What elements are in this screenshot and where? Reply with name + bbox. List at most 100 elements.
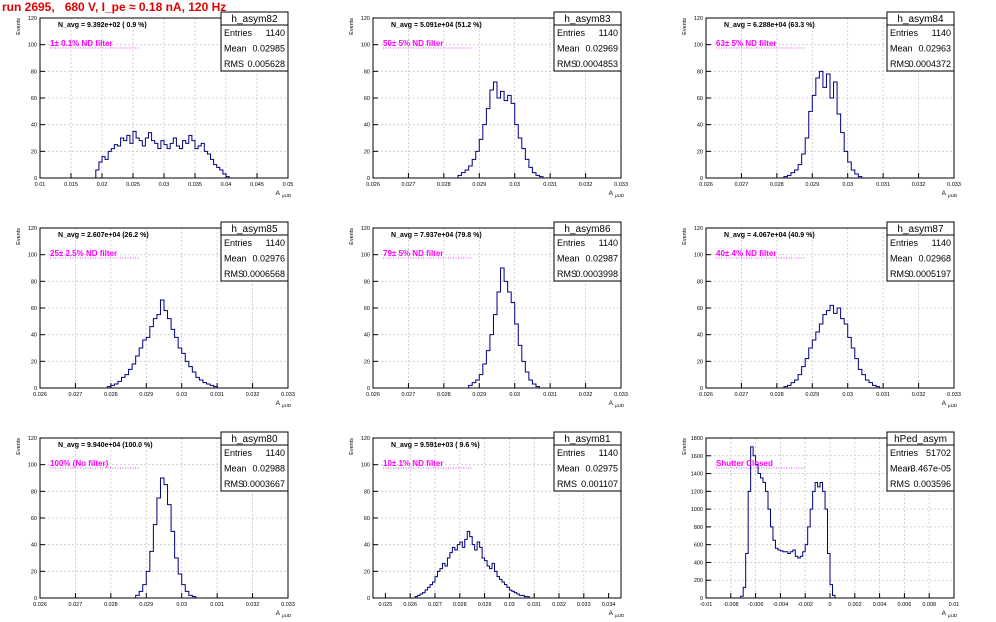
histogram-bin [450,553,452,598]
filter-annotation: 100% (No filter) [50,459,109,468]
x-tick-label: 0.031 [876,392,890,398]
x-tick-label: 0.029 [139,602,153,608]
x-tick-label: 0.033 [281,602,295,608]
histogram-bin [136,138,139,178]
x-tick-label: 0.026 [699,182,713,188]
x-tick-label: 0.032 [579,392,593,398]
stats-label: Entries [557,238,586,248]
histogram-bin [493,315,497,388]
stats-label: RMS [224,59,244,69]
stats-label: Entries [224,238,253,248]
x-axis-label: A [942,190,947,197]
histogram-bin [479,375,483,388]
x-tick-label: -0.002 [797,602,813,608]
y-tick-label: 60 [364,96,370,102]
histogram-bin [522,361,526,388]
navg-annotation: N_avg = 2.607e+04 (26.2 %) [58,232,149,239]
y-tick-label: 120 [28,436,37,442]
x-tick-label: 0.033 [947,392,961,398]
stats-box [553,221,622,282]
histogram-panel-h_asym80: 0.026 0.027 0.028 0.029 0.03 0.031 0.032 0.033 0… [16,431,295,618]
x-tick-label: 0.026 [33,602,47,608]
histogram-bin [465,539,467,598]
histogram-bin [195,149,198,178]
y-tick-label: 20 [697,359,703,365]
x-tick-label: 0.027 [735,182,749,188]
histogram-panel-hPed_asym: -0.01 -0.008 -0.006 -0.004 -0.002 0 0.002 0.004… [682,431,960,618]
histogram-bin [460,542,462,598]
stats-label: Mean [557,44,580,54]
histogram-panel-h_asym82: 0.01 0.015 0.02 0.025 0.03 0.035 0.04 0.045 0.05… [16,11,293,198]
histogram-panel-h_asym85: 0.026 0.027 0.028 0.029 0.03 0.031 0.032 0.033 0… [16,221,295,408]
x-tick-label: 0.026 [366,392,380,398]
histogram-bin [114,145,117,178]
x-axis-label-subscript: μUD [615,613,625,618]
histogram-bin [467,531,469,598]
histogram-bin [178,348,182,388]
histogram-bin [788,554,790,598]
histogram-bin [185,591,189,598]
x-tick-label: 0.032 [552,602,566,608]
histogram-bin [455,550,457,598]
stats-label: RMS [890,59,910,69]
histogram-bin [114,384,118,388]
y-tick-label: 80 [697,69,703,75]
histogram-bin [809,111,813,178]
histogram-bin [819,71,823,178]
y-axis-label: Events [16,228,22,245]
stats-label: RMS [557,269,577,279]
stats-label: RMS [224,479,244,489]
y-tick-label: 100 [28,253,37,259]
histogram-bin [791,173,795,178]
histogram-bin [812,340,816,388]
x-tick-label: 0.03 [504,602,515,608]
stats-box [220,221,289,282]
x-tick-label: 0.029 [478,602,492,608]
x-tick-label: 0.032 [246,392,260,398]
y-axis-label: Events [349,438,355,455]
y-tick-label: 80 [364,69,370,75]
stats-value: 0.0003667 [242,479,285,489]
histogram-bin [182,585,186,598]
histogram-bin [125,375,129,388]
x-tick-label: 0.029 [139,392,153,398]
histogram-bin [834,313,838,388]
y-tick-label: 20 [31,359,37,365]
x-tick-label: 0.028 [453,602,467,608]
filter-annotation: 50± 5% ND filter [383,39,443,48]
stats-label: RMS [890,479,910,489]
histogram-bin [795,556,797,598]
x-axis-label: A [609,610,614,617]
x-axis-label: A [942,400,947,407]
stats-label: Entries [557,28,586,38]
histogram-bin [522,149,526,178]
stats-title: h_asym82 [231,14,278,25]
stats-value: 51702 [926,448,951,458]
navg-annotation: N_avg = 7.937e+04 (79.8 %) [391,232,482,239]
x-tick-label: 0.03 [159,182,170,188]
stats-value: 0.001107 [581,479,618,489]
y-tick-label: 0 [367,596,370,602]
histogram-series [135,477,197,598]
histogram-bin [834,82,838,178]
histogram-panel-h_asym87: 0.026 0.027 0.028 0.029 0.03 0.031 0.032 0.033 0… [682,221,961,408]
stats-title: h_asym84 [897,14,944,25]
stats-title: h_asym80 [231,434,278,445]
histogram-bin [152,141,155,178]
x-tick-label: 0.028 [104,392,118,398]
y-tick-label: 80 [31,279,37,285]
x-tick-label: 0.006 [898,602,912,608]
y-tick-label: 40 [697,333,703,339]
y-tick-label: 40 [697,123,703,129]
stats-value: 0.02969 [585,44,618,54]
stats-title: h_asym81 [564,434,611,445]
stats-value: 1140 [266,28,285,38]
histogram-bin [129,369,133,388]
histogram-bin [180,149,183,178]
histogram-series [783,304,881,388]
y-tick-label: 120 [28,16,37,22]
x-tick-label: 0.01 [949,602,960,608]
histogram-bin [844,324,848,388]
stats-value: 1140 [599,448,618,458]
x-tick-label: 0.025 [379,602,393,608]
